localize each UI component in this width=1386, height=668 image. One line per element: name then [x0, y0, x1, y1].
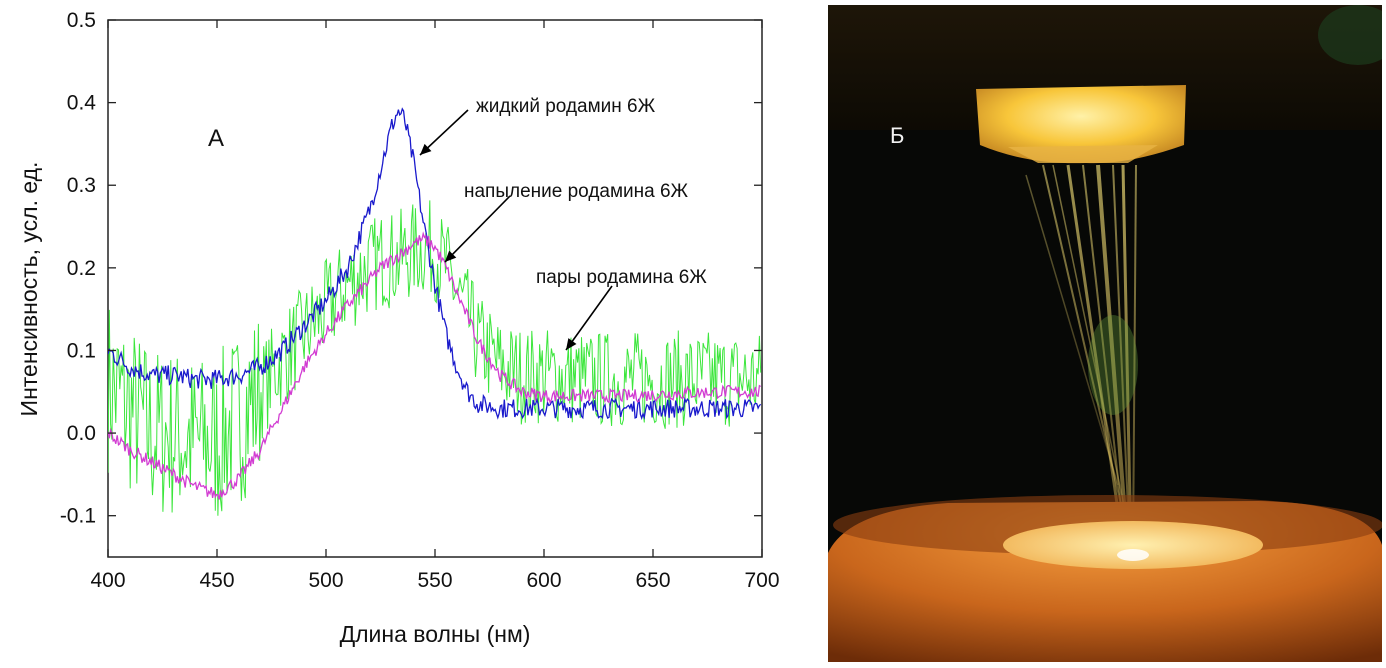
y-tick-label: 0.1 — [67, 339, 96, 362]
ticks-layer: 400 450 500 550 600 650 700 -0.1 0.0 0.1 0.2 0.3 0.4… — [60, 9, 780, 592]
photo-panel: Б — [828, 5, 1382, 662]
y-tick-label: 0.5 — [67, 9, 96, 32]
annotation-arrowhead — [420, 143, 432, 155]
annotation-label: напыление родамина 6Ж — [464, 181, 689, 202]
panel-label-b: Б — [890, 123, 905, 148]
impact-spot — [1117, 549, 1149, 561]
liquid-rhodamine-line — [108, 107, 762, 421]
x-tick-label: 650 — [635, 569, 670, 592]
photo-illustration — [828, 5, 1382, 662]
panel-label-a: A — [208, 125, 224, 152]
annotation-layer: жидкий родамин 6Ж напыление родамина 6Ж па… — [419, 96, 707, 351]
liquid-pool — [1003, 521, 1263, 569]
x-axis-title: Длина волны (нм) — [340, 621, 531, 647]
annotation-arrowhead — [445, 250, 457, 262]
x-tick-label: 400 — [90, 569, 125, 592]
x-tick-label: 500 — [308, 569, 343, 592]
annotation-label: жидкий родамин 6Ж — [476, 96, 656, 117]
electrode-cap — [976, 85, 1186, 164]
series-layer — [108, 107, 762, 516]
annotation-arrow — [565, 285, 613, 351]
annotation-arrow — [444, 195, 511, 263]
spectrum-chart: 400 450 500 550 600 650 700 -0.1 0.0 0.1 0.2 0.3 0.4… — [16, 9, 780, 647]
y-tick-label: 0.3 — [67, 174, 96, 197]
discharge-filaments — [1025, 164, 1137, 556]
cap-bottom — [1008, 145, 1158, 163]
film-rhodamine-line — [108, 231, 762, 500]
annotation-arrowhead — [566, 338, 577, 350]
x-tick-label: 550 — [417, 569, 452, 592]
green-haze — [1088, 315, 1138, 415]
y-tick-label: 0.0 — [67, 422, 96, 445]
annotation-label: пары родамина 6Ж — [536, 267, 707, 288]
y-tick-label: -0.1 — [60, 505, 96, 528]
green-glow — [1318, 5, 1382, 65]
y-tick-label: 0.4 — [67, 92, 97, 115]
x-tick-label: 600 — [526, 569, 561, 592]
y-tick-label: 0.2 — [67, 257, 96, 280]
x-tick-label: 700 — [744, 569, 779, 592]
y-axis-title: Интенсивность, усл. ед. — [16, 162, 42, 417]
x-tick-label: 450 — [199, 569, 234, 592]
